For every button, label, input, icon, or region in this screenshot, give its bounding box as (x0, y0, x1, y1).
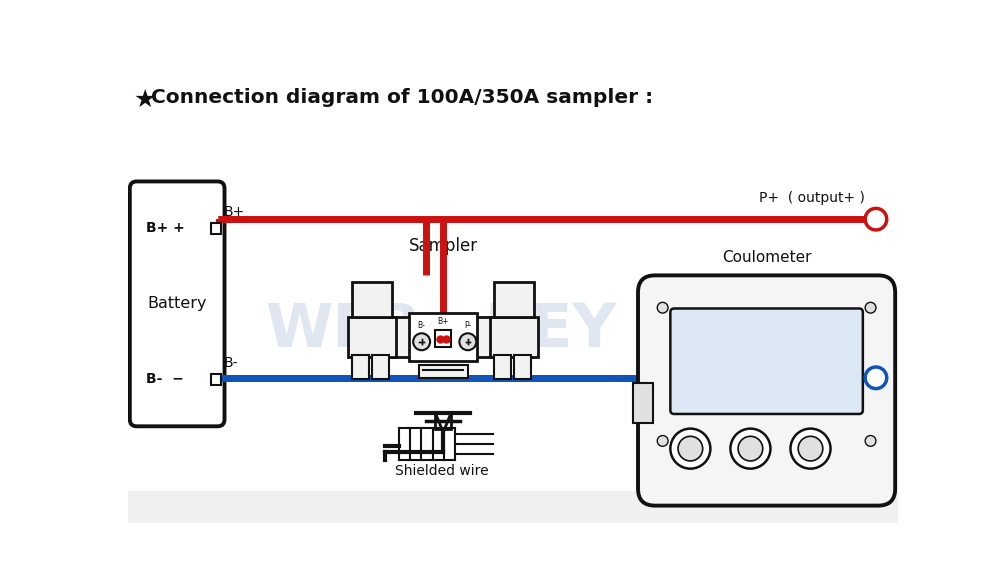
Circle shape (657, 302, 668, 313)
Text: Shielded wire: Shielded wire (395, 464, 489, 478)
Text: WEB: WEB (265, 301, 421, 360)
Text: Connection diagram of 100A/350A sampler :: Connection diagram of 100A/350A sampler … (151, 88, 653, 107)
Text: Coulometer: Coulometer (722, 250, 811, 265)
Bar (633, 383, 653, 423)
Text: B+ +: B+ + (146, 222, 185, 235)
Bar (128, 491, 898, 523)
Text: B-: B- (418, 321, 426, 330)
Bar (435, 330, 451, 347)
Text: B+: B+ (437, 317, 449, 326)
Bar (494, 356, 511, 379)
Circle shape (798, 436, 823, 461)
Text: P-  ( output- ): P- ( output- ) (773, 372, 865, 386)
Text: C-  ( charge- ): C- ( charge- ) (769, 342, 865, 356)
Bar (348, 317, 396, 357)
Bar (490, 317, 538, 357)
Bar (372, 356, 389, 379)
Text: B-: B- (224, 356, 238, 370)
FancyBboxPatch shape (638, 275, 895, 506)
FancyBboxPatch shape (130, 182, 225, 426)
Bar (494, 282, 534, 317)
Bar (211, 223, 221, 234)
Circle shape (865, 367, 887, 389)
Circle shape (459, 333, 476, 350)
FancyBboxPatch shape (670, 309, 863, 414)
Circle shape (670, 429, 710, 469)
Bar (409, 313, 477, 361)
Circle shape (657, 436, 668, 446)
Bar (352, 282, 392, 317)
Bar (211, 374, 221, 385)
Text: P+  ( output+ ): P+ ( output+ ) (759, 191, 865, 205)
Circle shape (413, 333, 430, 350)
Text: B+: B+ (224, 205, 245, 219)
Text: B-  −: B- − (146, 372, 184, 386)
Circle shape (730, 429, 770, 469)
Text: Battery: Battery (147, 296, 207, 312)
Text: Sampler: Sampler (409, 236, 478, 255)
Circle shape (678, 436, 703, 461)
Bar (419, 366, 468, 377)
Bar (355, 317, 532, 357)
Circle shape (865, 302, 876, 313)
Circle shape (865, 436, 876, 446)
Circle shape (790, 429, 831, 469)
Circle shape (865, 208, 887, 230)
Bar (514, 356, 531, 379)
Text: P-: P- (464, 321, 471, 330)
Bar (352, 356, 369, 379)
Text: BEY: BEY (485, 301, 617, 360)
Circle shape (738, 436, 763, 461)
Text: ★: ★ (134, 88, 156, 112)
